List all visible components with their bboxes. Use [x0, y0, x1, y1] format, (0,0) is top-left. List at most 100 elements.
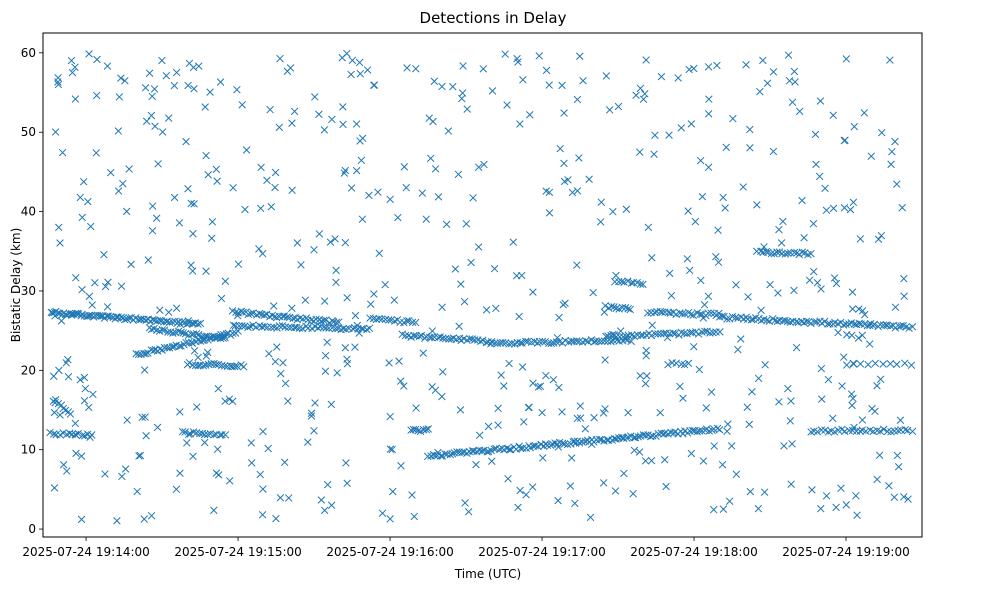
data-point-track-27km-mid-17: [272, 313, 281, 322]
data-point-clutter-207: [891, 303, 900, 311]
x-axis: 2025-07-24 19:14:00 2025-07-24 19:15:00 20…: [22, 537, 910, 559]
data-point-track-10km-rise-25: [484, 447, 493, 456]
data-point-track-10km-rise-115: [705, 427, 714, 435]
data-point-track-24km-c-30: [479, 336, 487, 344]
data-point-clutter-292: [696, 156, 705, 165]
data-point-track-25km-mid-47: [365, 324, 374, 332]
data-point-clutter-134: [119, 179, 127, 188]
data-point-track-26km-a-20: [156, 316, 164, 325]
data-point-clutter-616: [636, 372, 645, 380]
data-point-clutter-27: [790, 286, 798, 295]
data-point-clutter-438: [104, 278, 112, 287]
data-point-track-26km-a-10: [134, 315, 143, 324]
data-point-clutter-98: [590, 413, 598, 422]
data-point-clutter-532: [679, 394, 687, 402]
data-point-clutter-9: [122, 207, 131, 216]
data-point-track-10km-rise-94: [654, 429, 662, 438]
data-point-clutter-607: [164, 308, 173, 317]
data-point-clutter-547: [201, 103, 209, 111]
data-point-clutter-257: [365, 191, 373, 200]
data-point-clutter-568: [609, 207, 617, 216]
data-point-clutter-53: [479, 65, 488, 73]
data-point-clutter-168: [788, 440, 796, 448]
data-point-track-23km-d-18: [538, 337, 547, 346]
data-point-clutter-185: [888, 147, 896, 156]
data-point-clutter-334: [258, 249, 267, 258]
data-point-clutter-101: [605, 106, 614, 114]
data-point-clutter-20: [431, 165, 440, 173]
data-point-clutter-540: [858, 306, 867, 315]
data-point-clutter-363: [141, 84, 150, 92]
data-point-clutter-398: [400, 163, 409, 171]
data-point-clutter-249: [101, 470, 109, 478]
data-point-track-12km-late-14: [856, 427, 864, 436]
data-point-clutter-372: [644, 223, 653, 232]
data-point-clutter-57: [761, 361, 769, 369]
data-point-track-27km-mid-12: [260, 311, 269, 319]
data-point-clutter-195: [148, 227, 157, 235]
data-point-clutter-202: [849, 360, 858, 368]
data-point-clutter-85: [434, 193, 443, 201]
data-point-track-21km-late-3: [864, 360, 872, 369]
data-point-track-16km-early-7: [66, 410, 75, 418]
data-point-track-12km-late-21: [880, 425, 888, 434]
data-point-clutter-546: [412, 64, 420, 73]
data-point-track-27km-mid-15: [268, 311, 277, 320]
data-point-clutter-503: [900, 274, 908, 283]
data-point-clutter-443: [71, 95, 80, 103]
data-point-clutter-272: [611, 487, 620, 495]
data-point-clutter-617: [355, 58, 364, 67]
data-point-clutter-154: [614, 102, 623, 111]
data-point-clutter-37: [267, 202, 276, 211]
data-point-clutter-361: [744, 293, 752, 301]
data-point-clutter-188: [846, 205, 855, 214]
data-point-clutter-583: [707, 388, 716, 396]
data-point-track-21km-14: [220, 362, 229, 370]
data-point-clutter-494: [62, 359, 71, 367]
data-point-track-25km-mid-19: [284, 323, 293, 332]
data-point-clutter-447: [68, 309, 76, 318]
data-point-track-24km-f-26: [677, 328, 686, 337]
x-tick-label-4: 2025-07-24 19:18:00: [630, 545, 757, 559]
data-point-track-24km-f-9: [627, 331, 636, 339]
data-point-clutter-294: [321, 367, 330, 375]
data-point-clutter-550: [256, 204, 265, 213]
data-point-clutter-455: [307, 409, 316, 417]
data-point-clutter-304: [84, 197, 92, 206]
data-point-clutter-314: [307, 412, 316, 420]
data-point-track-25km-mid-3: [238, 321, 246, 330]
data-point-clutter-192: [876, 375, 885, 384]
data-point-clutter-221: [422, 215, 430, 223]
data-point-clutter-603: [145, 69, 154, 77]
data-point-clutter-100: [204, 171, 212, 179]
data-point-clutter-303: [828, 414, 837, 423]
data-point-clutter-518: [575, 154, 583, 162]
data-point-clutter-290: [568, 188, 577, 197]
data-point-clutter-196: [271, 357, 280, 366]
data-point-clutter-92: [213, 445, 222, 453]
data-point-clutter-159: [85, 403, 93, 412]
data-point-clutter-102: [874, 235, 883, 244]
data-point-clutter-201: [103, 303, 112, 311]
data-point-track-10km-rise-70: [595, 435, 604, 444]
data-point-clutter-106: [571, 499, 579, 508]
x-tick-label-0: 2025-07-24 19:14:00: [22, 545, 149, 559]
data-point-clutter-464: [847, 390, 856, 398]
data-point-clutter-459: [463, 105, 471, 113]
data-point-track-27km-early-31: [104, 312, 113, 320]
data-point-track-31km-2: [617, 277, 626, 286]
data-point-track-21km-5: [196, 361, 204, 370]
data-point-track-25km-mid-5: [244, 323, 252, 332]
data-point-clutter-138: [183, 439, 191, 447]
data-point-track-23km-d-10: [516, 339, 525, 347]
data-point-clutter-222: [284, 494, 293, 502]
data-point-clutter-465: [125, 165, 133, 173]
data-point-clutter-312: [378, 509, 387, 517]
data-point-clutter-264: [892, 180, 901, 188]
data-point-clutter-8: [67, 56, 76, 65]
data-point-clutter-307: [51, 396, 60, 404]
data-point-clutter-157: [581, 425, 590, 433]
data-point-track-24km-f-13: [639, 331, 647, 339]
data-point-track-26km-late-1: [718, 312, 726, 320]
data-point-clutter-83: [208, 218, 217, 226]
